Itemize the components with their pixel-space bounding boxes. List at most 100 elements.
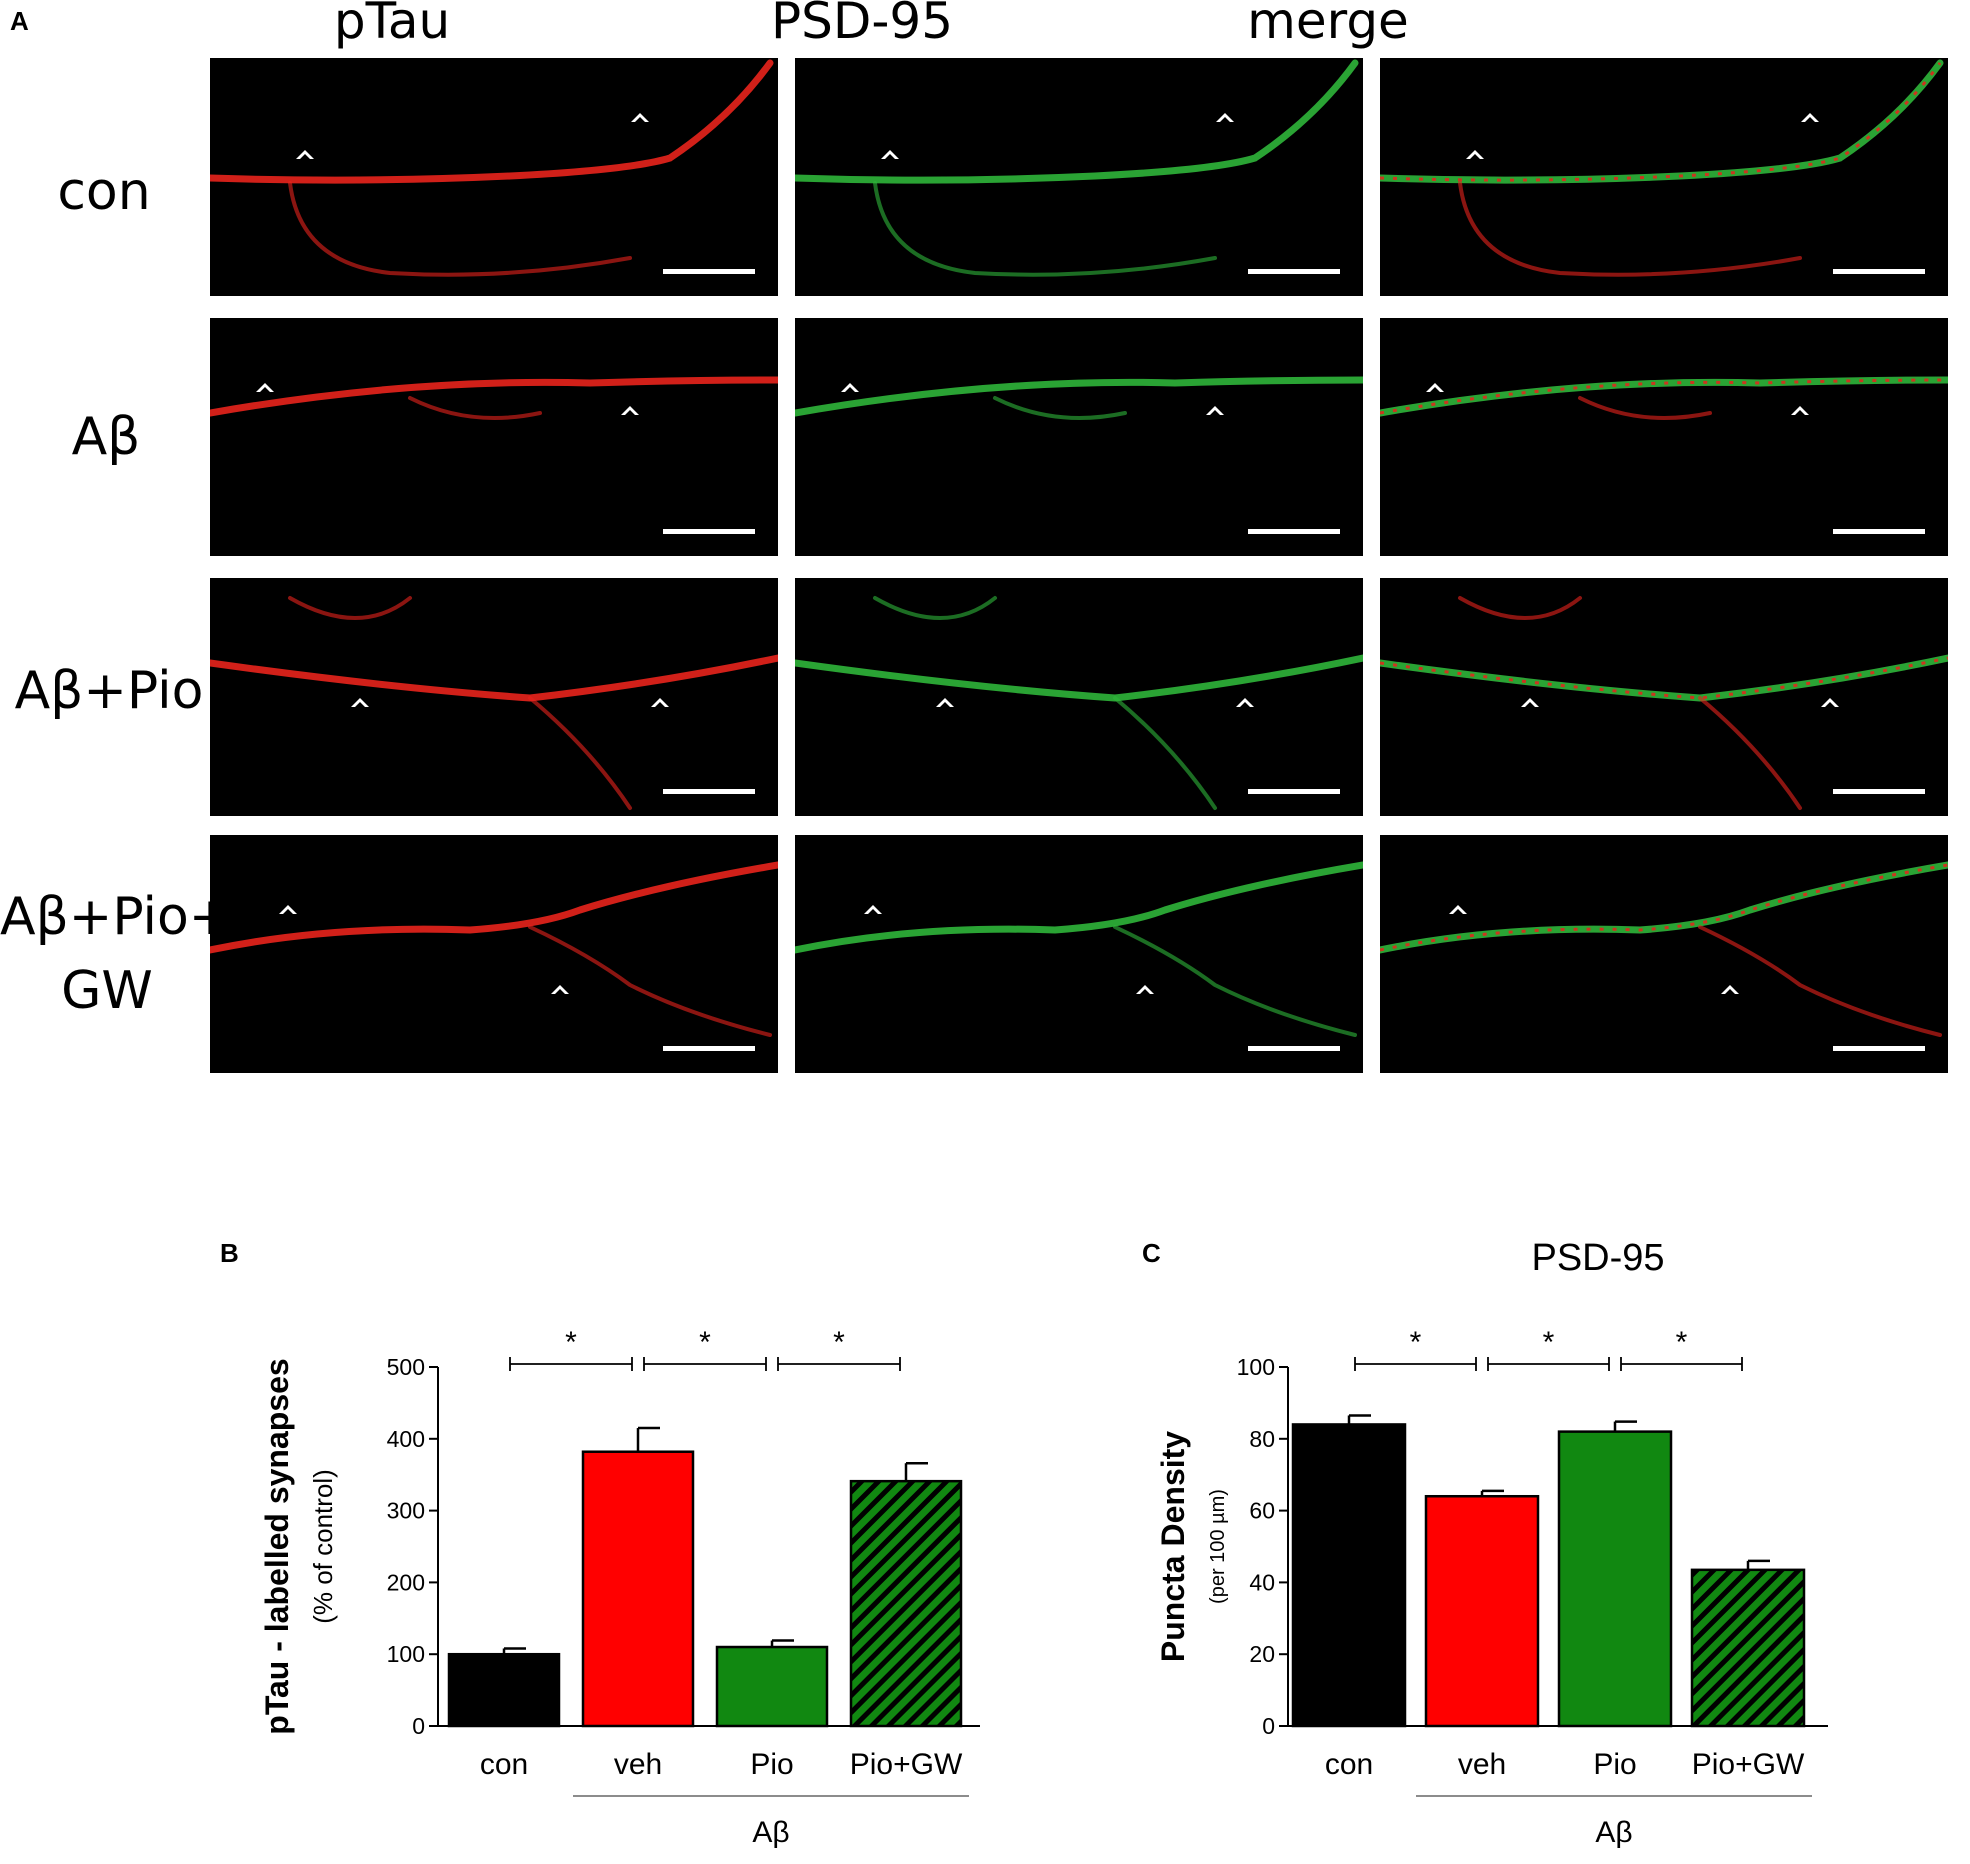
dendrite (1458, 596, 1582, 620)
dendrite-overlay (1380, 62, 1942, 182)
dendrite (1698, 696, 1802, 810)
y-tick-label: 20 (1249, 1641, 1275, 1667)
micrograph-merge-row4 (1380, 835, 1948, 1073)
micrograph-merge-row1 (1380, 58, 1948, 296)
bar-veh (581, 1450, 695, 1728)
arrowhead-icon (1216, 113, 1234, 122)
scale-bar (1248, 1046, 1340, 1051)
micrograph-psd95-row2 (795, 318, 1363, 556)
dendrite (288, 181, 632, 277)
arrowhead-icon (1791, 406, 1809, 415)
sig-star: * (1676, 1326, 1688, 1359)
sig-star: * (833, 1326, 845, 1359)
dendrite (873, 181, 1217, 277)
dendrite (1698, 925, 1942, 1037)
arrowhead-icon (1426, 383, 1444, 392)
arrowhead-icon (936, 698, 954, 707)
chart-c: PSD-95 0 20 40 60 80 100 Puncta Density (per 100… (1155, 1237, 1828, 1849)
column-title-psd95: PSD-95 (770, 0, 954, 50)
scale-bar (1833, 269, 1925, 274)
y-tick-label: 300 (387, 1498, 425, 1524)
arrowhead-icon (279, 905, 297, 914)
scale-bar (1833, 529, 1925, 534)
arrowhead-icon (256, 383, 274, 392)
x-tick-label: con (480, 1748, 528, 1781)
sig-star: * (1410, 1326, 1422, 1359)
micrograph-psd95-row4 (795, 835, 1363, 1073)
column-title-merge: merge (1247, 0, 1409, 50)
sig-star: * (565, 1326, 577, 1359)
arrowhead-icon (1466, 150, 1484, 159)
dendrite (288, 596, 412, 620)
arrowhead-icon (621, 406, 639, 415)
dendrite (408, 396, 542, 420)
arrowhead-icon (631, 113, 649, 122)
y-tick-label: 0 (1262, 1713, 1275, 1739)
scale-bar (663, 789, 755, 794)
sig-star: * (1543, 1326, 1555, 1359)
row-label-abeta-pio-gw-line1: Aβ+Pio+ (0, 887, 233, 947)
group-label: Aβ (752, 1816, 789, 1849)
y-axis-label: Puncta Density (1155, 1431, 1191, 1662)
dendrite (210, 861, 778, 954)
dendrite (873, 596, 997, 620)
y-axis-sublabel: (per 100 µm) (1207, 1489, 1229, 1604)
dendrite (210, 59, 774, 184)
y-tick-label: 200 (387, 1569, 425, 1595)
scale-bar (663, 529, 755, 534)
bar-veh (1424, 1494, 1540, 1728)
y-axis-label: pTau - labelled synapses (259, 1358, 295, 1734)
panel-a-letter: A (10, 6, 29, 36)
y-tick-label: 0 (412, 1713, 425, 1739)
scale-bar (1833, 1046, 1925, 1051)
dendrite-overlay (1380, 378, 1948, 415)
micrograph-psd95-row3 (795, 578, 1363, 816)
bar-Pio (1557, 1430, 1673, 1728)
y-tick-label: 400 (387, 1426, 425, 1452)
dendrite (1113, 696, 1217, 810)
panel-c-letter: C (1142, 1238, 1161, 1268)
arrowhead-icon (864, 905, 882, 914)
arrowhead-icon (1521, 698, 1539, 707)
x-tick-label: Pio+GW (1692, 1748, 1805, 1781)
row-label-abeta: Aβ (71, 407, 141, 467)
y-tick-label: 500 (387, 1354, 425, 1380)
panel-b-letter: B (220, 1238, 239, 1268)
dendrite (1578, 396, 1712, 420)
micrograph-ptau-row2 (210, 318, 778, 556)
x-tick-label: con (1325, 1748, 1373, 1781)
arrowhead-icon (841, 383, 859, 392)
arrowhead-icon (1206, 406, 1224, 415)
dendrite-overlay (1380, 863, 1948, 952)
micrograph-ptau-row1 (210, 58, 778, 296)
row-label-abeta-pio-gw: Aβ+Pio+ GW (0, 880, 233, 1028)
column-title-ptau: pTau (333, 0, 451, 50)
x-tick-label: veh (614, 1748, 662, 1781)
bar-con (1291, 1423, 1407, 1728)
chart-title: PSD-95 (1531, 1237, 1664, 1279)
x-tick-label: Pio (750, 1748, 793, 1781)
dendrite (795, 59, 1359, 184)
dendrite (1380, 654, 1948, 702)
dendrite (1113, 925, 1357, 1037)
micrograph-ptau-row4 (210, 835, 778, 1073)
micrograph-ptau-row3 (210, 578, 778, 816)
x-tick-label: Pio (1593, 1748, 1636, 1781)
scale-bar (1833, 789, 1925, 794)
row-label-con: con (57, 162, 151, 222)
micrograph-merge-row2 (1380, 318, 1948, 556)
scale-bar (1248, 789, 1340, 794)
dendrite (210, 654, 778, 702)
bar-Pio+GW (1690, 1568, 1806, 1728)
y-tick-label: 40 (1249, 1569, 1275, 1595)
arrowhead-icon (1821, 698, 1839, 707)
y-tick-label: 60 (1249, 1498, 1275, 1524)
arrowhead-icon (1801, 113, 1819, 122)
dendrite (528, 925, 772, 1037)
row-label-abeta-pio: Aβ+Pio (14, 661, 204, 721)
dendrite (795, 861, 1363, 954)
dendrite (993, 396, 1127, 420)
arrowhead-icon (881, 150, 899, 159)
dendrite (1380, 59, 1944, 184)
scale-bar (663, 269, 755, 274)
